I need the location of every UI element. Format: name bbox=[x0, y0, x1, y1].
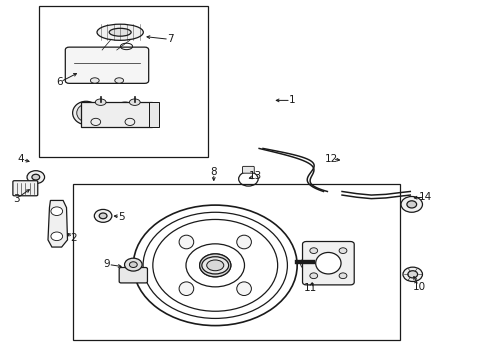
Circle shape bbox=[400, 197, 422, 212]
Circle shape bbox=[32, 174, 40, 180]
Circle shape bbox=[338, 273, 346, 279]
Text: 5: 5 bbox=[118, 212, 124, 221]
Bar bbox=[73, 184, 399, 339]
Ellipse shape bbox=[315, 252, 340, 274]
Ellipse shape bbox=[300, 258, 309, 269]
Text: 13: 13 bbox=[248, 171, 261, 181]
Circle shape bbox=[309, 248, 317, 253]
Circle shape bbox=[402, 267, 422, 282]
Circle shape bbox=[338, 248, 346, 253]
Ellipse shape bbox=[97, 24, 143, 40]
Text: 8: 8 bbox=[210, 167, 217, 177]
Ellipse shape bbox=[109, 28, 131, 36]
Polygon shape bbox=[81, 102, 152, 127]
Ellipse shape bbox=[129, 99, 140, 105]
FancyBboxPatch shape bbox=[242, 166, 254, 173]
Circle shape bbox=[406, 201, 416, 208]
Circle shape bbox=[129, 262, 137, 267]
Text: 10: 10 bbox=[412, 282, 425, 292]
FancyBboxPatch shape bbox=[13, 181, 38, 196]
Text: 12: 12 bbox=[324, 154, 337, 164]
Ellipse shape bbox=[236, 282, 251, 296]
Text: 7: 7 bbox=[167, 35, 173, 44]
FancyBboxPatch shape bbox=[119, 267, 147, 283]
Ellipse shape bbox=[206, 260, 224, 271]
Polygon shape bbox=[48, 201, 67, 247]
Ellipse shape bbox=[73, 101, 99, 125]
Text: 1: 1 bbox=[288, 95, 295, 105]
Ellipse shape bbox=[90, 78, 99, 83]
Ellipse shape bbox=[116, 105, 133, 121]
Text: 11: 11 bbox=[304, 283, 317, 293]
Circle shape bbox=[51, 232, 62, 240]
Text: 14: 14 bbox=[418, 192, 431, 202]
Ellipse shape bbox=[179, 282, 193, 296]
Circle shape bbox=[94, 210, 112, 222]
Ellipse shape bbox=[115, 78, 123, 83]
Circle shape bbox=[199, 254, 230, 277]
Circle shape bbox=[27, 171, 44, 184]
Ellipse shape bbox=[113, 102, 137, 124]
FancyBboxPatch shape bbox=[302, 242, 353, 285]
Circle shape bbox=[407, 271, 417, 278]
Bar bbox=[39, 6, 207, 157]
Ellipse shape bbox=[95, 99, 106, 105]
Circle shape bbox=[51, 207, 62, 216]
FancyBboxPatch shape bbox=[65, 47, 148, 84]
Ellipse shape bbox=[179, 235, 193, 249]
Ellipse shape bbox=[236, 235, 251, 249]
Circle shape bbox=[99, 213, 107, 219]
Polygon shape bbox=[149, 102, 159, 127]
Text: 2: 2 bbox=[70, 233, 77, 243]
Ellipse shape bbox=[202, 257, 228, 274]
Ellipse shape bbox=[77, 104, 95, 122]
Text: 3: 3 bbox=[13, 194, 20, 204]
Text: 9: 9 bbox=[103, 259, 110, 269]
Text: 4: 4 bbox=[18, 154, 24, 164]
Circle shape bbox=[309, 273, 317, 279]
Circle shape bbox=[124, 258, 142, 271]
Text: 6: 6 bbox=[56, 77, 62, 87]
